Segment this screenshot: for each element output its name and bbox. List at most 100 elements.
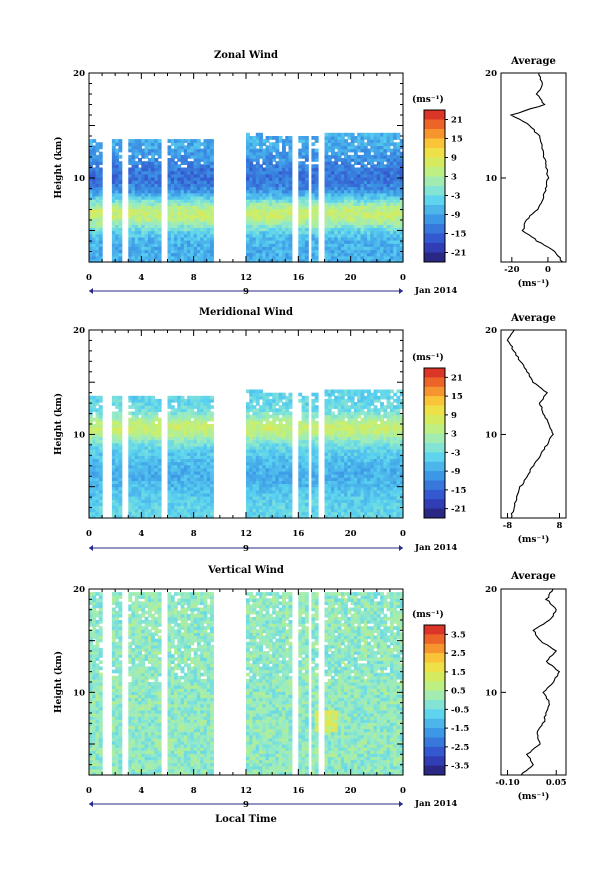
heatmap-cell — [206, 458, 211, 463]
heatmap-cell — [314, 236, 319, 241]
heatmap-cell — [187, 246, 191, 251]
heatmap-cell — [206, 452, 211, 456]
heatmap-cell — [138, 192, 142, 197]
heatmap-cell — [399, 230, 404, 235]
heatmap-cell — [393, 205, 398, 210]
heatmap-cell — [344, 164, 348, 169]
heatmap-cell — [370, 249, 375, 254]
heatmap-cell — [262, 249, 267, 254]
heatmap-cells — [89, 389, 404, 519]
heatmap-cell — [210, 439, 214, 444]
heatmap-cell — [157, 455, 162, 459]
heatmap-cell — [246, 258, 250, 263]
heatmap-cell — [180, 405, 185, 409]
heatmap-cell — [298, 161, 303, 165]
heatmap-cell — [131, 249, 136, 254]
heatmap-cell — [128, 430, 133, 434]
heatmap-cell — [304, 477, 309, 481]
heatmap-cell — [249, 176, 254, 181]
heatmap-cell — [134, 183, 139, 188]
heatmap-cell — [200, 221, 205, 225]
heatmap-cell — [314, 414, 319, 419]
heatmap-cell — [98, 192, 103, 197]
heatmap-cell — [118, 436, 123, 441]
heatmap-cell — [357, 255, 362, 260]
heatmap-cell — [177, 502, 182, 506]
heatmap-cell — [157, 233, 162, 238]
heatmap-cell — [376, 189, 381, 194]
heatmap-cell — [298, 461, 303, 466]
heatmap-cell — [187, 173, 191, 178]
heatmap-cell — [301, 502, 306, 506]
heatmap-cell — [373, 208, 378, 213]
heatmap-cell — [183, 442, 188, 447]
heatmap-cell — [285, 420, 290, 425]
heatmap-cell — [170, 211, 175, 216]
heatmap-cell — [177, 461, 182, 466]
heatmap-cell — [193, 474, 198, 478]
heatmap-cell — [183, 449, 188, 453]
heatmap-cell — [203, 477, 208, 481]
heatmap-cell — [288, 464, 293, 469]
heatmap-cell — [389, 148, 394, 153]
heatmap-cell — [151, 227, 155, 232]
heatmap-cell — [275, 496, 280, 500]
heatmap-cell — [95, 433, 100, 438]
heatmap-cell — [380, 214, 384, 219]
heatmap-cell — [255, 186, 260, 191]
heatmap-cell — [170, 483, 175, 488]
heatmap-cell — [190, 511, 195, 516]
heatmap-cell — [324, 167, 329, 172]
heatmap-cell — [246, 205, 250, 210]
heatmap-cell — [275, 208, 280, 213]
heatmap-cell — [98, 224, 103, 228]
heatmap-cell — [350, 246, 355, 251]
heatmap-cell — [95, 414, 100, 419]
heatmap-cell — [111, 439, 116, 444]
heatmap-cell — [268, 246, 273, 251]
heatmap-cell — [134, 461, 139, 466]
heatmap-cell — [282, 154, 286, 159]
heatmap-cell — [285, 427, 290, 431]
heatmap-cell — [196, 405, 201, 409]
heatmap-cell — [282, 164, 286, 169]
heatmap-cell — [389, 183, 394, 188]
heatmap-cell — [285, 477, 290, 481]
heatmap-cell — [393, 151, 398, 156]
heatmap-cell — [174, 395, 178, 400]
heatmap-cell — [200, 511, 205, 516]
heatmap-cell — [396, 189, 401, 194]
heatmap-cell — [249, 402, 254, 406]
heatmap-cell — [196, 433, 201, 438]
colorbar-swatch — [424, 119, 445, 130]
heatmap-cell — [196, 170, 201, 175]
heatmap-cell — [265, 458, 270, 463]
heatmap-cell — [314, 211, 319, 216]
heatmap-cell — [141, 405, 146, 409]
heatmap-cell — [380, 164, 384, 169]
heatmap-cell — [249, 221, 254, 225]
heatmap-cell — [190, 436, 195, 441]
heatmap-cell — [177, 467, 182, 472]
heatmap-cell — [157, 505, 162, 510]
heatmap-cell — [118, 240, 123, 244]
heatmap-cell — [167, 414, 172, 419]
heatmap-cell — [285, 255, 290, 260]
heatmap-cell — [278, 136, 283, 140]
heatmap-cell — [151, 405, 155, 409]
heatmap-cell — [118, 420, 123, 425]
heatmap-cell — [190, 414, 195, 419]
heatmap-cell — [334, 195, 339, 200]
x-tick-label: 16 — [292, 273, 304, 283]
heatmap-cell — [350, 252, 355, 257]
heatmap-cell — [396, 132, 401, 137]
heatmap-cell — [259, 221, 263, 225]
heatmap-cell — [255, 499, 260, 503]
heatmap-cell — [92, 233, 97, 238]
heatmap-cell — [138, 449, 142, 453]
heatmap-cell — [200, 167, 205, 172]
heatmap-cell — [210, 202, 214, 206]
heatmap-cell — [154, 502, 159, 506]
heatmap-cell — [131, 236, 136, 241]
heatmap-cell — [151, 211, 155, 216]
